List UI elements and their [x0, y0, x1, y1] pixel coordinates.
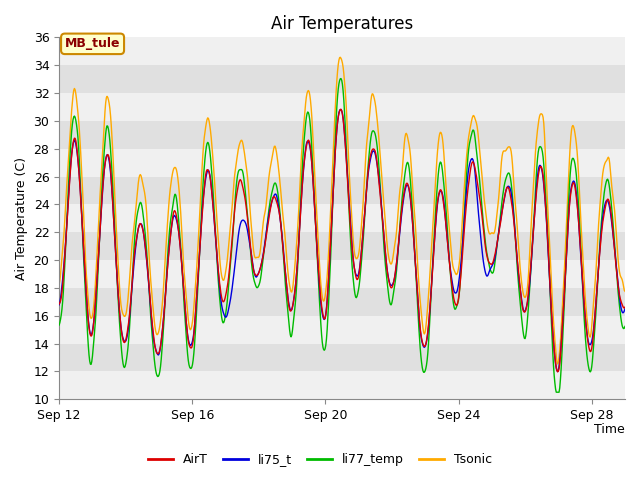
Text: MB_tule: MB_tule [65, 37, 120, 50]
Bar [59, 204, 625, 232]
Bar [59, 232, 625, 260]
Bar [59, 149, 625, 177]
Bar [59, 121, 625, 149]
Legend: AirT, li75_t, li77_temp, Tsonic: AirT, li75_t, li77_temp, Tsonic [143, 448, 497, 471]
Text: Time: Time [595, 423, 625, 436]
Bar [59, 344, 625, 372]
Bar [59, 316, 625, 344]
Bar [59, 372, 625, 399]
Bar [59, 65, 625, 93]
Bar [59, 288, 625, 316]
Y-axis label: Air Temperature (C): Air Temperature (C) [15, 157, 28, 280]
Bar [59, 177, 625, 204]
Bar [59, 37, 625, 65]
Bar [59, 93, 625, 121]
Bar [59, 260, 625, 288]
Title: Air Temperatures: Air Temperatures [271, 15, 413, 33]
